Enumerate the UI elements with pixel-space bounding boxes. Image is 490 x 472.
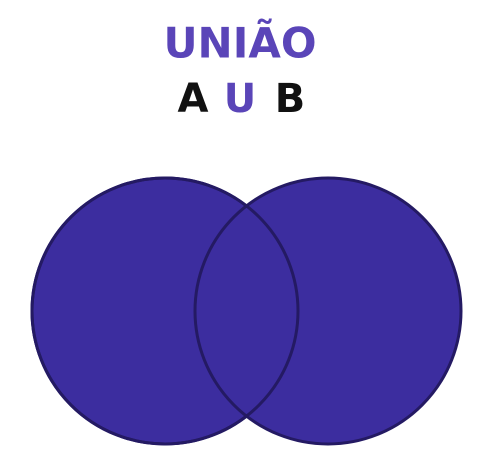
set-a-outline — [30, 176, 300, 446]
set-b-circle — [193, 176, 463, 446]
set-a-label: A — [178, 76, 209, 122]
title: UNIÃO — [163, 18, 316, 68]
set-b-label: B — [275, 76, 306, 122]
union-symbol: U — [224, 76, 256, 122]
